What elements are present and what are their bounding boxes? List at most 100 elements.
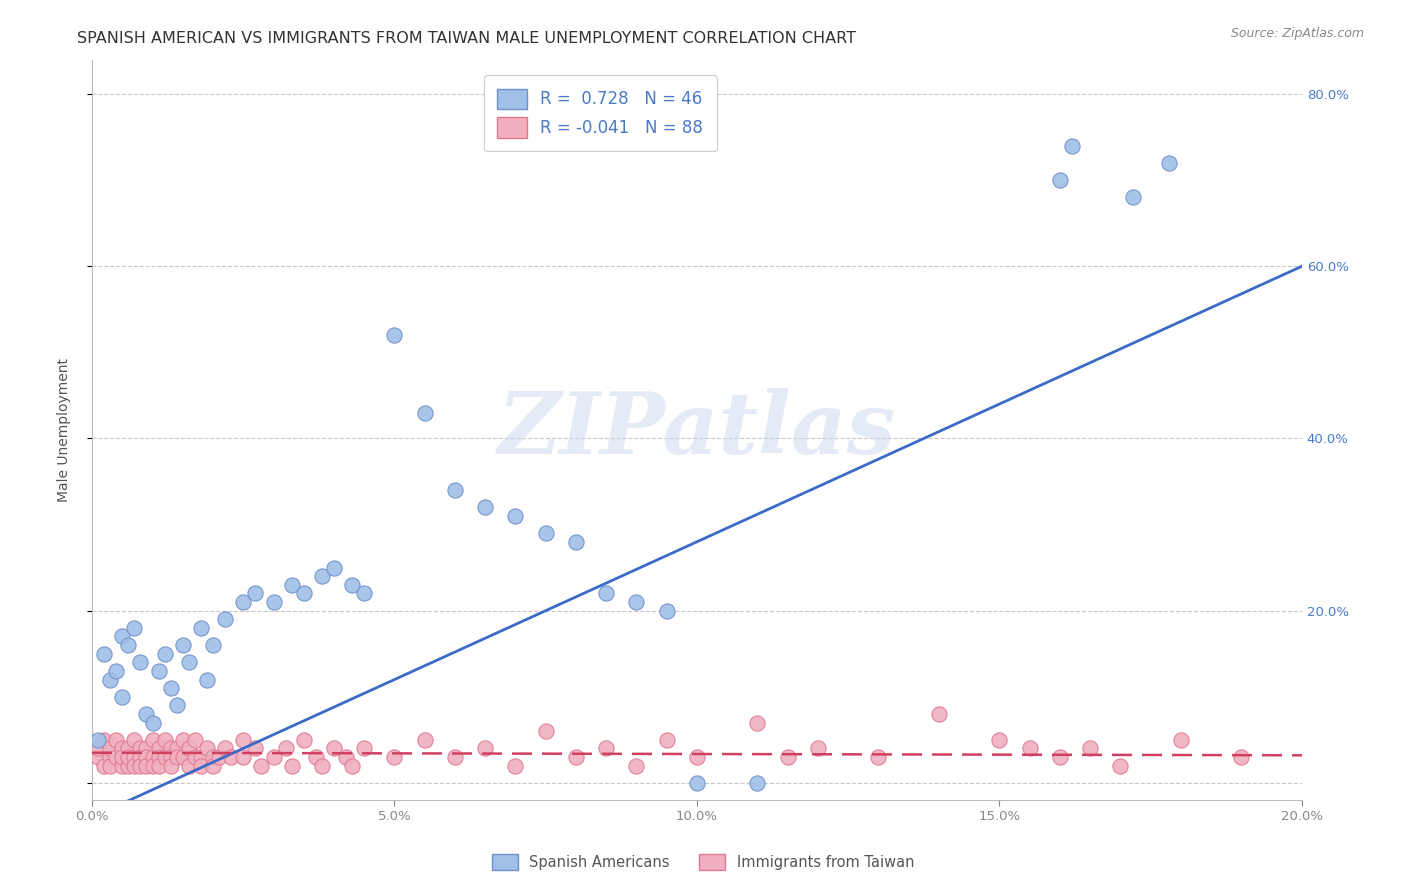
Point <box>219 750 242 764</box>
Point <box>413 406 436 420</box>
Point <box>474 741 496 756</box>
Point <box>1170 732 1192 747</box>
Point <box>98 741 121 756</box>
Point <box>534 724 557 739</box>
Point <box>474 500 496 515</box>
Point <box>384 750 406 764</box>
Point <box>148 741 170 756</box>
Point <box>98 673 121 687</box>
Point <box>129 758 152 772</box>
Point <box>868 750 890 764</box>
Point <box>135 758 157 772</box>
Point <box>87 750 110 764</box>
Point <box>274 741 297 756</box>
Point <box>250 758 273 772</box>
Y-axis label: Male Unemployment: Male Unemployment <box>58 358 72 502</box>
Point <box>177 655 200 669</box>
Point <box>747 776 769 790</box>
Point <box>117 758 139 772</box>
Point <box>263 750 285 764</box>
Point <box>166 698 188 713</box>
Point <box>172 638 194 652</box>
Point <box>166 741 188 756</box>
Point <box>93 732 115 747</box>
Point <box>93 647 115 661</box>
Point <box>87 741 110 756</box>
Point <box>105 750 128 764</box>
Point <box>172 750 194 764</box>
Point <box>195 673 218 687</box>
Point <box>117 741 139 756</box>
Point <box>129 750 152 764</box>
Point <box>1157 156 1180 170</box>
Point <box>413 732 436 747</box>
Point <box>153 732 176 747</box>
Point <box>93 758 115 772</box>
Point <box>159 681 181 695</box>
Point <box>98 758 121 772</box>
Point <box>323 560 346 574</box>
Point <box>232 595 254 609</box>
Text: ZIPatlas: ZIPatlas <box>498 388 896 472</box>
Point <box>87 732 110 747</box>
Point <box>655 732 678 747</box>
Point <box>655 604 678 618</box>
Point <box>129 741 152 756</box>
Point <box>135 706 157 721</box>
Point <box>190 750 212 764</box>
Point <box>595 741 617 756</box>
Point <box>124 621 146 635</box>
Point <box>565 750 588 764</box>
Point <box>1122 190 1144 204</box>
Point <box>505 758 527 772</box>
Legend: R =  0.728   N = 46, R = -0.041   N = 88: R = 0.728 N = 46, R = -0.041 N = 88 <box>484 75 717 151</box>
Point <box>201 638 224 652</box>
Point <box>184 750 207 764</box>
Point <box>111 630 134 644</box>
Point <box>263 595 285 609</box>
Point <box>124 750 146 764</box>
Point <box>686 750 709 764</box>
Point <box>195 741 218 756</box>
Point <box>111 758 134 772</box>
Point <box>153 647 176 661</box>
Point <box>1049 750 1071 764</box>
Point <box>184 732 207 747</box>
Point <box>335 750 357 764</box>
Point <box>686 776 709 790</box>
Point <box>807 741 830 756</box>
Point <box>534 526 557 541</box>
Point <box>311 569 333 583</box>
Point <box>384 328 406 343</box>
Point <box>141 732 163 747</box>
Point <box>444 750 467 764</box>
Point <box>232 750 254 764</box>
Point <box>565 534 588 549</box>
Point <box>1049 173 1071 187</box>
Point <box>111 690 134 704</box>
Point <box>159 741 181 756</box>
Point <box>201 758 224 772</box>
Point <box>153 750 176 764</box>
Point <box>177 758 200 772</box>
Point <box>111 750 134 764</box>
Point <box>159 750 181 764</box>
Point <box>124 758 146 772</box>
Point <box>166 750 188 764</box>
Point <box>129 655 152 669</box>
Point <box>626 758 648 772</box>
Point <box>292 732 315 747</box>
Point <box>626 595 648 609</box>
Point <box>135 741 157 756</box>
Point <box>1060 138 1083 153</box>
Point <box>190 758 212 772</box>
Point <box>1109 758 1132 772</box>
Legend: Spanish Americans, Immigrants from Taiwan: Spanish Americans, Immigrants from Taiwa… <box>485 848 921 876</box>
Point <box>353 586 375 600</box>
Point <box>1078 741 1101 756</box>
Point <box>124 732 146 747</box>
Point <box>340 578 363 592</box>
Point <box>135 750 157 764</box>
Point <box>214 612 236 626</box>
Point <box>201 750 224 764</box>
